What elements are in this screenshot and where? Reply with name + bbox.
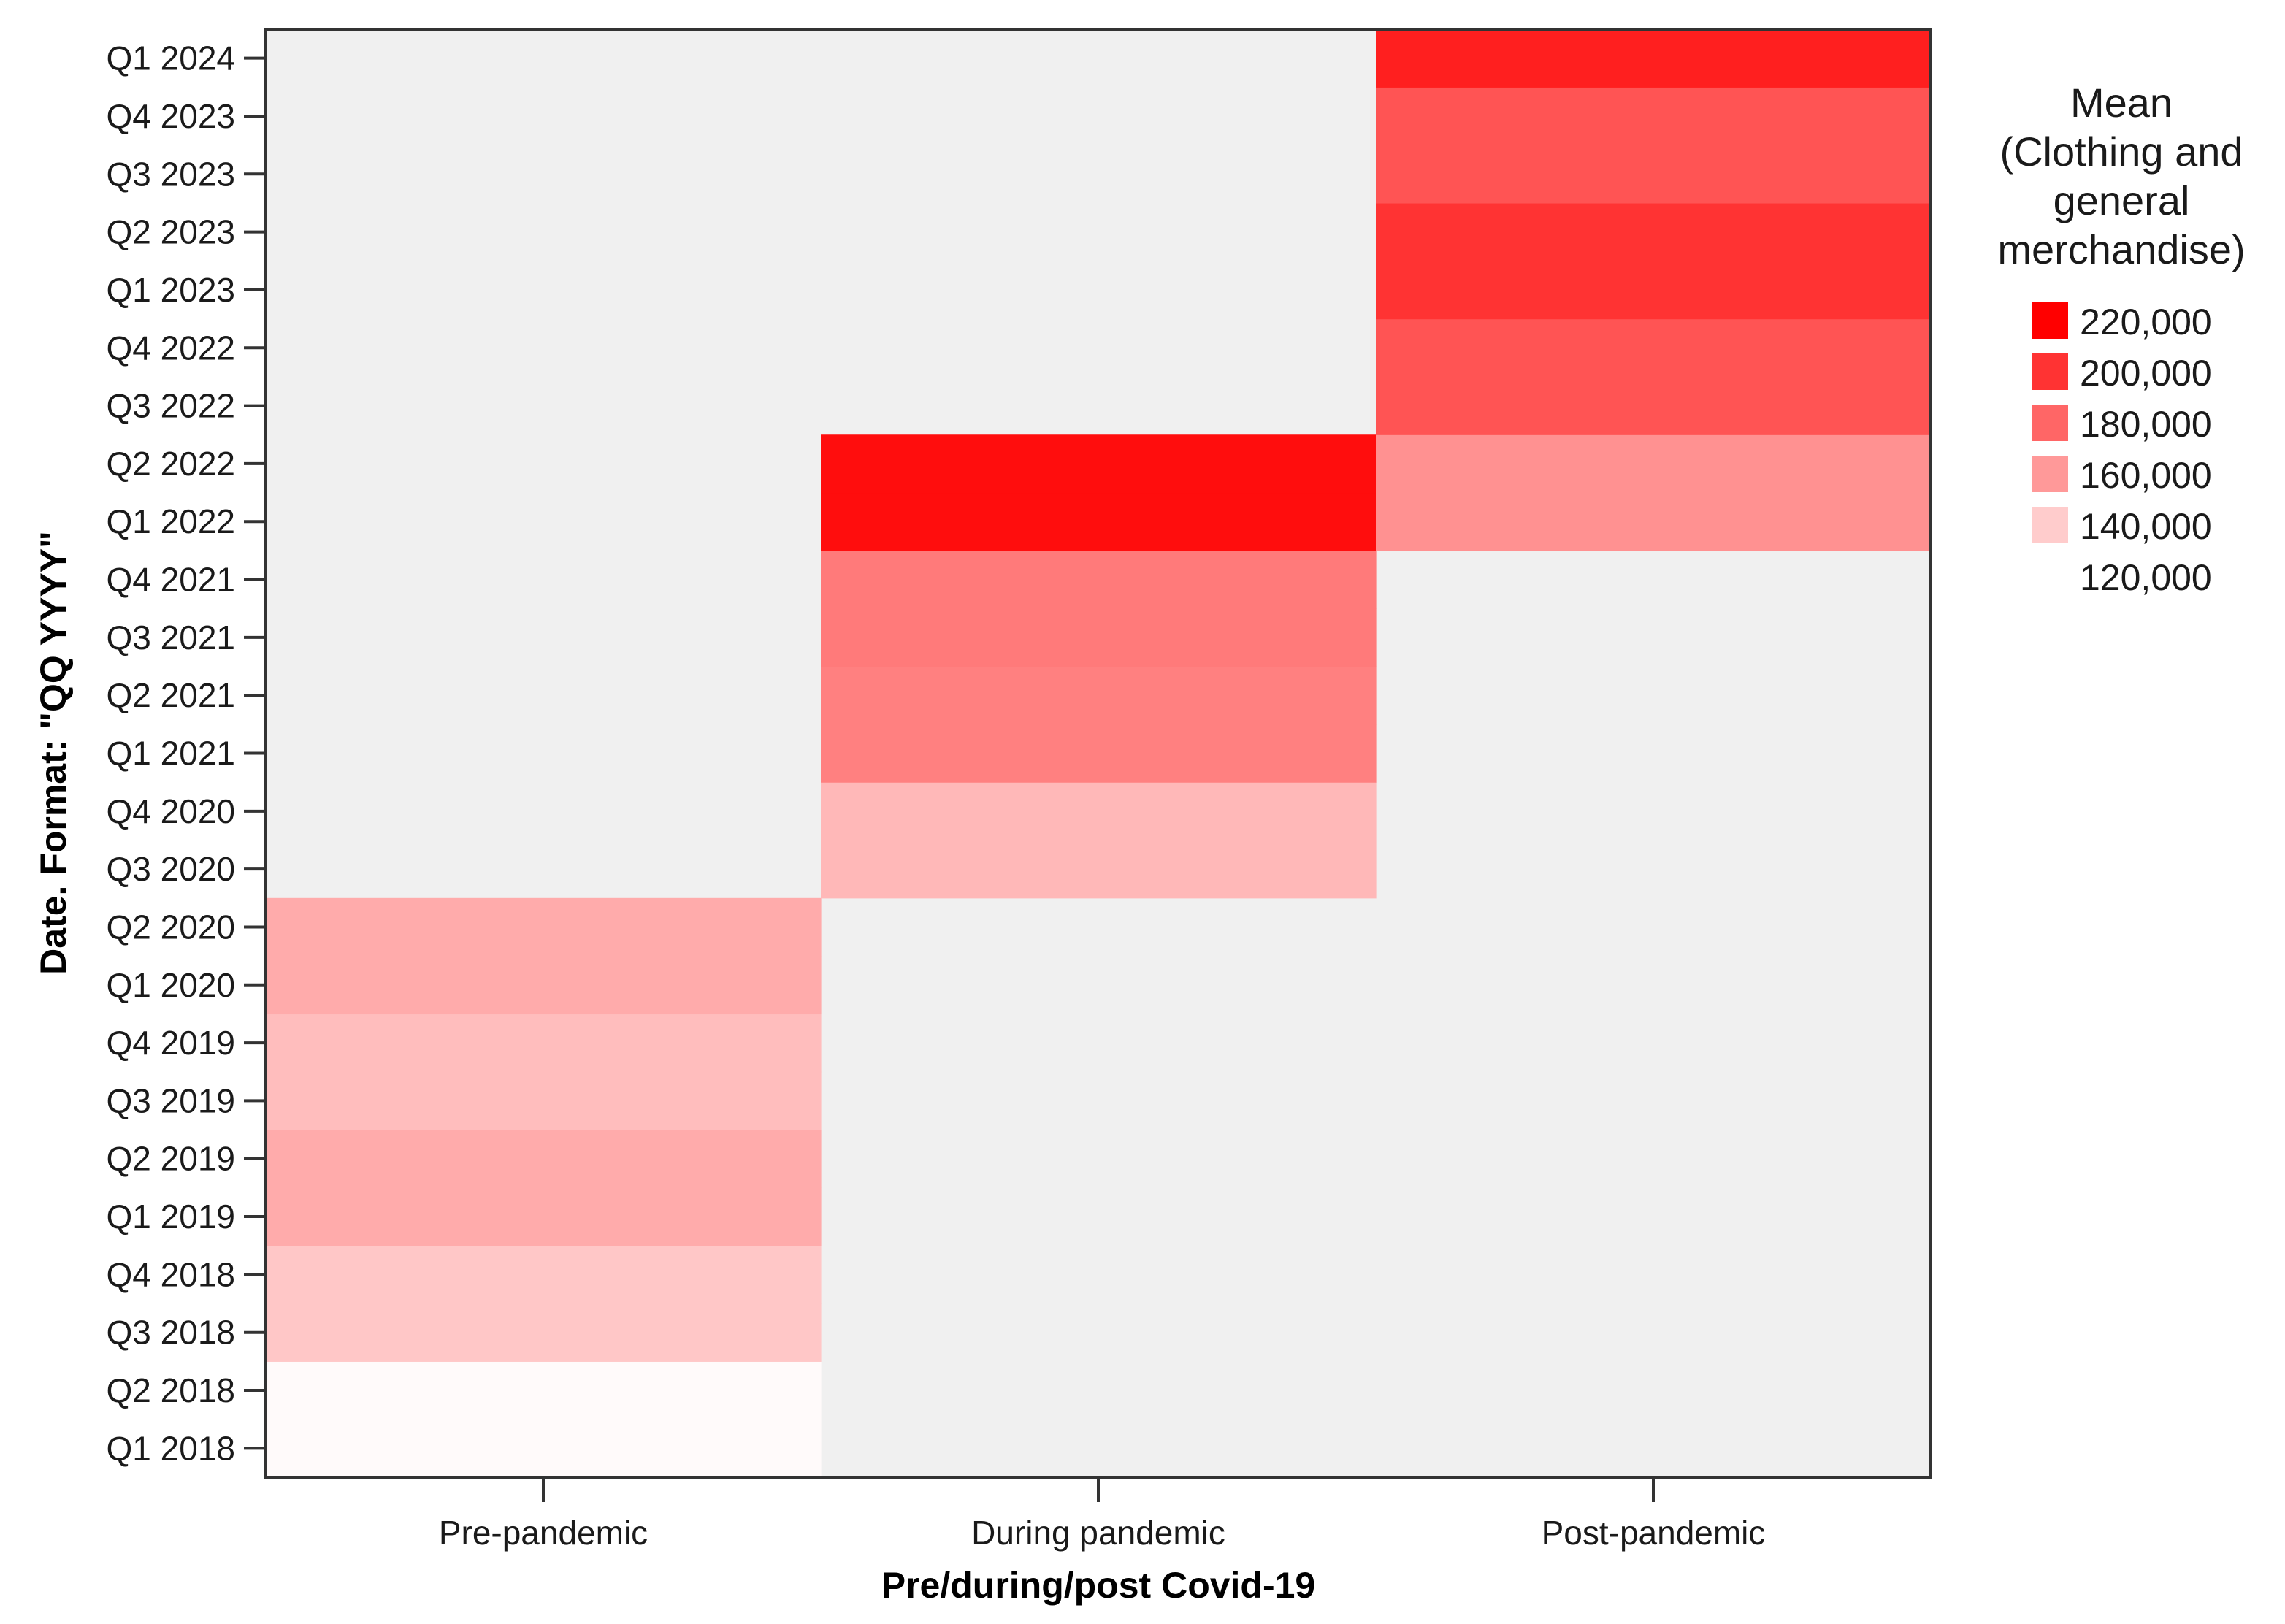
legend-swatch (2032, 353, 2068, 390)
legend-label: 140,000 (2080, 506, 2212, 547)
y-tick-label: Q2 2023 (107, 213, 235, 251)
legend-title-line: Mean (2070, 80, 2173, 126)
heatmap-cell (821, 724, 1377, 783)
heatmap-cell (266, 1303, 822, 1362)
heatmap-cell (1376, 261, 1932, 320)
y-tick-label: Q3 2019 (107, 1081, 235, 1119)
heatmap-cell (266, 1130, 822, 1188)
heatmap-cell (1376, 202, 1932, 261)
x-axis: Pre-pandemic During pandemic Post-pandemic (439, 1477, 1766, 1552)
legend-label: 160,000 (2080, 455, 2212, 496)
heatmap-cell (266, 1187, 822, 1246)
heatmap-cell (266, 897, 822, 957)
y-tick-label: Q4 2022 (107, 329, 235, 367)
heatmap-cell (821, 782, 1377, 841)
y-tick-label: Q3 2021 (107, 618, 235, 656)
y-tick-label: Q1 2019 (107, 1198, 235, 1236)
y-tick-label: Q1 2021 (107, 735, 235, 773)
y-tick-label: Q1 2024 (107, 39, 235, 77)
y-tick-label: Q4 2023 (107, 97, 235, 135)
heatmap-cell (266, 1071, 822, 1130)
y-tick-label: Q2 2018 (107, 1371, 235, 1409)
legend-swatch (2032, 405, 2068, 441)
heatmap-cell (266, 1245, 822, 1304)
heatmap-cell (1376, 434, 1932, 494)
y-axis: Q1 2024 Q4 2023 Q3 2023 Q2 2023 Q1 2023 Q4 20… (107, 39, 266, 1467)
y-tick-label: Q2 2022 (107, 445, 235, 483)
legend-title-line: (Clothing and (1999, 129, 2243, 175)
y-tick-label: Q4 2019 (107, 1024, 235, 1062)
y-tick-label: Q1 2022 (107, 502, 235, 540)
heatmap-cell (1376, 29, 1932, 88)
heatmap-cell (266, 956, 822, 1015)
x-axis-title: Pre/during/post Covid-19 (881, 1565, 1316, 1606)
heatmap-cell (266, 1419, 822, 1478)
y-tick-label: Q1 2023 (107, 271, 235, 309)
heatmap-cell (1376, 376, 1932, 435)
heatmap-cell (821, 492, 1377, 551)
legend-swatch (2032, 558, 2068, 594)
y-axis-title: Date. Format: "QQ YYYY" (33, 531, 74, 975)
y-tick-label: Q2 2021 (107, 676, 235, 714)
heatmap-cell (1376, 145, 1932, 204)
legend-label: 120,000 (2080, 557, 2212, 598)
legend-swatch (2032, 507, 2068, 543)
y-tick-label: Q2 2020 (107, 908, 235, 946)
legend-label: 220,000 (2080, 302, 2212, 342)
y-tick-label: Q3 2020 (107, 850, 235, 888)
legend-title-line: general (2054, 177, 2190, 223)
x-tick-label: During pandemic (971, 1514, 1225, 1552)
heatmap-cell (266, 1014, 822, 1073)
y-tick-label: Q4 2021 (107, 561, 235, 599)
y-tick-label: Q3 2018 (107, 1314, 235, 1352)
y-tick-label: Q1 2020 (107, 966, 235, 1004)
y-tick-label: Q4 2020 (107, 792, 235, 830)
heatmap-cell (1376, 318, 1932, 378)
heatmap-cell (821, 608, 1377, 667)
y-tick-label: Q4 2018 (107, 1255, 235, 1293)
heatmap-cell (821, 666, 1377, 725)
legend-swatch (2032, 302, 2068, 339)
heatmap-cell (266, 1361, 822, 1420)
heatmap-cell (821, 840, 1377, 899)
heatmap-cell (821, 434, 1377, 494)
y-tick-label: Q3 2023 (107, 155, 235, 193)
y-tick-label: Q1 2018 (107, 1429, 235, 1467)
heatmap-cell (1376, 87, 1932, 146)
y-tick-label: Q3 2022 (107, 387, 235, 425)
heatmap-cells (266, 29, 1932, 1478)
x-tick-label: Post-pandemic (1542, 1514, 1766, 1552)
heatmap-cell (821, 550, 1377, 609)
legend-swatch (2032, 456, 2068, 492)
y-tick-label: Q2 2019 (107, 1140, 235, 1178)
heatmap-cell (1376, 492, 1932, 551)
legend-label: 180,000 (2080, 404, 2212, 445)
legend-label: 200,000 (2080, 353, 2212, 394)
legend-title-line: merchandise) (1997, 226, 2245, 272)
x-tick-label: Pre-pandemic (439, 1514, 648, 1552)
